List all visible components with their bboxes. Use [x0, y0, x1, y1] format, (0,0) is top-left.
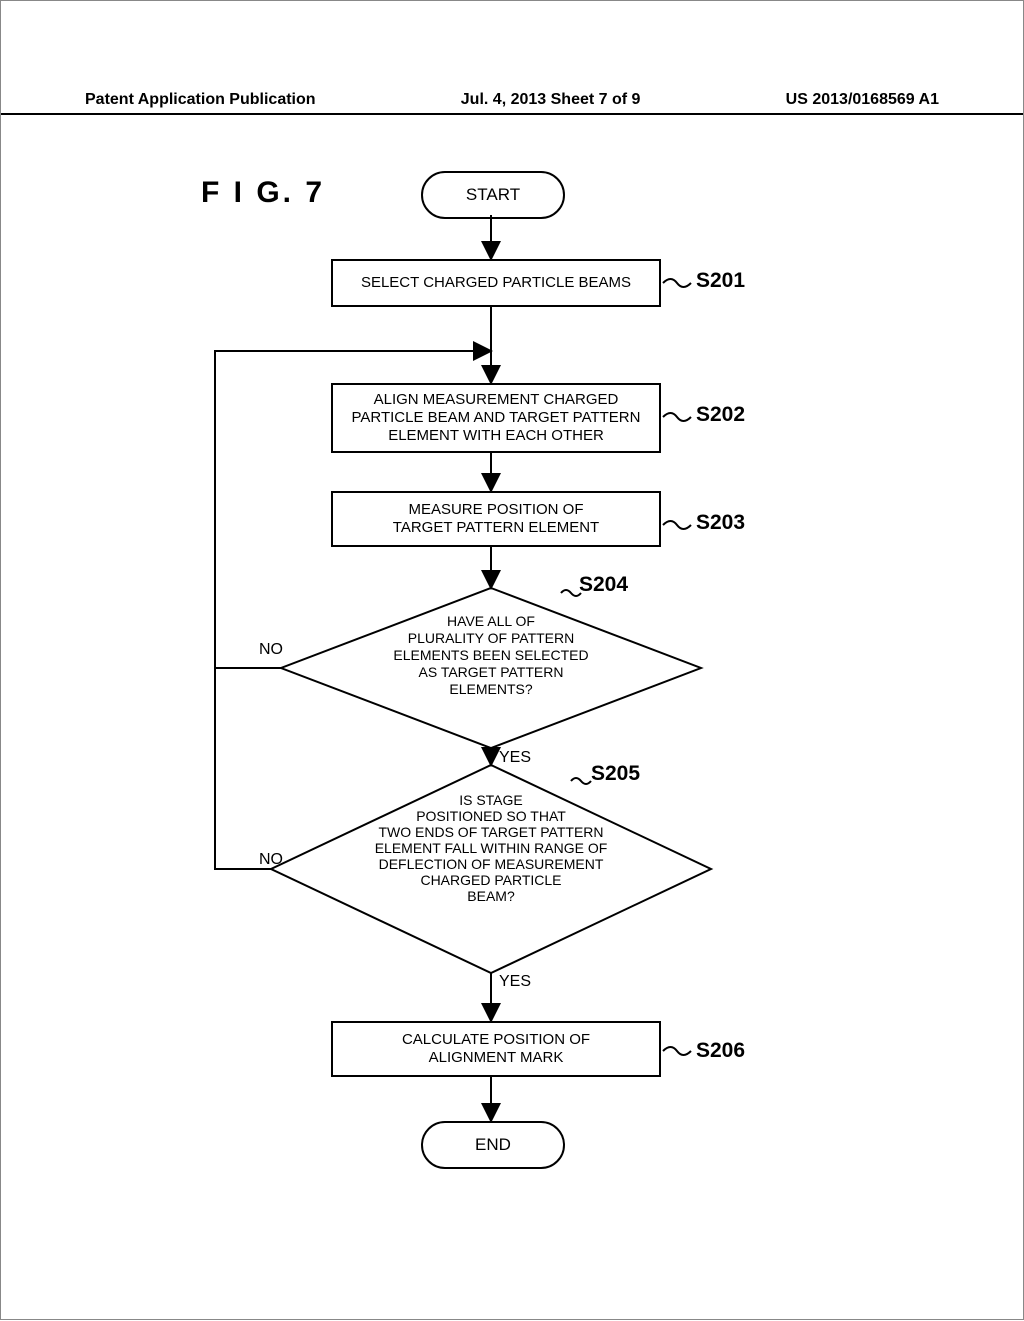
- end-node: END: [421, 1121, 565, 1169]
- process-s203: MEASURE POSITION OF TARGET PATTERN ELEME…: [331, 491, 661, 547]
- end-text: END: [475, 1135, 511, 1155]
- process-s206: CALCULATE POSITION OF ALIGNMENT MARK: [331, 1021, 661, 1077]
- header-right: US 2013/0168569 A1: [786, 91, 939, 109]
- header-left: Patent Application Publication: [85, 91, 316, 109]
- svg-text:HAVE ALL OF: HAVE ALL OF: [447, 613, 535, 629]
- svg-text:PLURALITY OF PATTERN: PLURALITY OF PATTERN: [408, 630, 574, 646]
- svg-text:POSITIONED SO THAT: POSITIONED SO THAT: [416, 808, 566, 824]
- svg-text:ELEMENT FALL WITHIN RANGE OF: ELEMENT FALL WITHIN RANGE OF: [375, 840, 608, 856]
- no-label-s204: NO: [259, 641, 283, 659]
- step-label-s201: S201: [696, 269, 745, 293]
- start-text: START: [466, 185, 520, 205]
- svg-text:BEAM?: BEAM?: [467, 888, 515, 904]
- svg-text:TWO ENDS OF TARGET PATTERN: TWO ENDS OF TARGET PATTERN: [378, 824, 603, 840]
- decision-s204: [281, 588, 701, 748]
- yes-label-s204: YES: [499, 749, 531, 767]
- page-header: Patent Application Publication Jul. 4, 2…: [1, 81, 1023, 115]
- svg-text:ELEMENTS?: ELEMENTS?: [449, 681, 532, 697]
- yes-label-s205: YES: [499, 973, 531, 991]
- svg-text:DEFLECTION OF MEASUREMENT: DEFLECTION OF MEASUREMENT: [379, 856, 604, 872]
- step-label-s202: S202: [696, 403, 745, 427]
- svg-text:CHARGED PARTICLE: CHARGED PARTICLE: [420, 872, 561, 888]
- step-label-s206: S206: [696, 1039, 745, 1063]
- step-label-s204: S204: [579, 573, 628, 597]
- svg-text:IS STAGE: IS STAGE: [459, 792, 523, 808]
- decision-s205: [271, 765, 711, 973]
- s202-text: ALIGN MEASUREMENT CHARGED PARTICLE BEAM …: [352, 391, 641, 445]
- no-label-s205: NO: [259, 851, 283, 869]
- process-s202: ALIGN MEASUREMENT CHARGED PARTICLE BEAM …: [331, 383, 661, 453]
- step-label-s205: S205: [591, 762, 640, 786]
- s203-text: MEASURE POSITION OF TARGET PATTERN ELEME…: [393, 501, 599, 537]
- svg-text:ELEMENTS BEEN SELECTED: ELEMENTS BEEN SELECTED: [393, 647, 588, 663]
- header-center: Jul. 4, 2013 Sheet 7 of 9: [461, 91, 641, 109]
- s206-text: CALCULATE POSITION OF ALIGNMENT MARK: [402, 1031, 590, 1067]
- start-node: START: [421, 171, 565, 219]
- step-label-s203: S203: [696, 511, 745, 535]
- figure-label: F I G. 7: [201, 176, 325, 210]
- s201-text: SELECT CHARGED PARTICLE BEAMS: [361, 274, 631, 292]
- svg-text:AS TARGET PATTERN: AS TARGET PATTERN: [419, 664, 564, 680]
- process-s201: SELECT CHARGED PARTICLE BEAMS: [331, 259, 661, 307]
